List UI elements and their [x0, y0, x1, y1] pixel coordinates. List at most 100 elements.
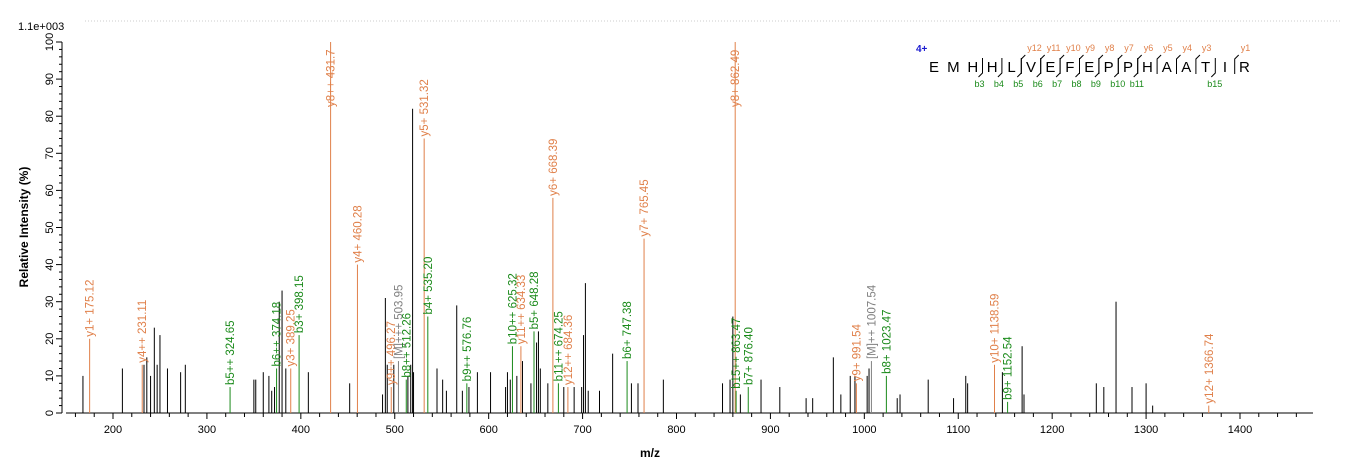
- peak-label: b7+ 876.40: [743, 327, 755, 385]
- x-tick-label: 900: [761, 424, 779, 436]
- residue: A: [1181, 59, 1191, 76]
- y-tick-label: 60: [44, 184, 56, 196]
- residue: E: [929, 59, 939, 76]
- max-intensity-label: 1.1e+003: [18, 21, 64, 33]
- y-tick-label: 30: [44, 296, 56, 308]
- residue: R: [1239, 59, 1250, 76]
- y-ion-bracket: [1176, 54, 1181, 74]
- residue: L: [1007, 59, 1015, 76]
- peak-label: b4+ 535.20: [423, 257, 435, 315]
- x-tick-label: 700: [573, 424, 591, 436]
- y-ion-label: y8: [1105, 43, 1115, 53]
- peak-label: b6++ 374.18: [272, 302, 284, 367]
- residue: A: [1162, 59, 1172, 76]
- y-tick-label: 10: [44, 370, 56, 382]
- y-ion-bracket: [1156, 54, 1162, 74]
- y-ion-label: y3: [1202, 43, 1212, 53]
- peak-label: b15++ 863.47: [731, 318, 743, 389]
- b-ion-label: b8: [1072, 79, 1082, 89]
- residue: E: [1045, 59, 1055, 76]
- peak-label: b10++ 625.32: [507, 273, 519, 344]
- peak-label: b8++ 512.26: [401, 313, 413, 378]
- peak-label: y12+ 1366.74: [1204, 333, 1216, 404]
- peak-label: y9+ 991.54: [851, 323, 863, 381]
- y-tick-label: 70: [44, 147, 56, 159]
- y-tick-label: 90: [44, 73, 56, 85]
- x-tick-label: 300: [198, 424, 216, 436]
- x-tick-label: 1200: [1040, 424, 1064, 436]
- b-ion-label: b9: [1091, 79, 1101, 89]
- y-ion-label: y11: [1047, 43, 1061, 53]
- y-ion-label: y5: [1163, 43, 1173, 53]
- residue: V: [1026, 59, 1036, 76]
- residue: P: [1123, 59, 1133, 76]
- peak-label: b6+ 747.38: [622, 301, 634, 359]
- peak-label: y7+ 765.45: [639, 179, 651, 236]
- b-ion-bracket: [1036, 58, 1042, 78]
- y-tick-label: 50: [44, 221, 56, 233]
- residue: H: [1142, 59, 1153, 76]
- charge-state: 4+: [916, 44, 928, 55]
- peak-label: y4++ 231.11: [137, 300, 149, 363]
- peak-label: b9++ 576.76: [462, 317, 474, 382]
- peak-label: y12++ 684.36: [563, 315, 575, 385]
- residue: F: [1065, 59, 1074, 76]
- x-tick-label: 200: [104, 424, 122, 436]
- x-tick-label: 400: [292, 424, 310, 436]
- peak-label: y9++ 496.27: [386, 321, 398, 385]
- b-ion-label: b11: [1130, 79, 1144, 89]
- b-ion-bracket: [978, 58, 983, 78]
- peak-label: y11++ 634.33: [516, 275, 528, 345]
- y-ion-label: y4: [1183, 43, 1193, 53]
- residue: I: [1223, 59, 1227, 76]
- y-ion-label: y1: [1241, 43, 1251, 53]
- peak-label: b8+ 1023.47: [881, 310, 893, 374]
- y-tick-label: 40: [44, 258, 56, 270]
- b-ion-bracket: [997, 58, 1003, 78]
- peak-label: b9+ 1152.54: [1003, 336, 1015, 400]
- peak-label: b5++ 324.65: [225, 320, 237, 385]
- y-tick-label: 20: [44, 333, 56, 345]
- peak-label: b3+ 398.15: [294, 275, 306, 333]
- b-ion-label: b10: [1110, 79, 1125, 89]
- y-ion-bracket: [1079, 54, 1084, 74]
- residue: H: [967, 59, 978, 76]
- y-ion-bracket: [1040, 54, 1046, 74]
- residue: H: [987, 59, 998, 76]
- x-tick-label: 800: [667, 424, 685, 436]
- b-ion-label: b3: [975, 79, 985, 89]
- b-ion-label: b15: [1207, 79, 1222, 89]
- x-tick-label: 1100: [946, 424, 970, 436]
- b-ion-bracket: [1094, 58, 1100, 78]
- peak-label: y1+ 175.12: [85, 280, 97, 337]
- x-tick-label: 1000: [852, 424, 876, 436]
- y-ion-label: y6: [1144, 43, 1154, 53]
- peak-label: y10+ 1138.59: [989, 294, 1001, 363]
- y-tick-label: 80: [44, 110, 56, 122]
- y-ion-bracket: [1098, 54, 1104, 74]
- residue: M: [947, 59, 960, 76]
- peak-label: b5+ 648.28: [529, 271, 541, 329]
- y-ion-bracket: [1195, 54, 1201, 74]
- y-tick-label: 100: [44, 33, 56, 51]
- peak-label: [M]+++ 503.95: [393, 285, 405, 360]
- residue: E: [1084, 59, 1094, 76]
- b-ion-bracket: [1210, 58, 1216, 78]
- x-tick-label: 1300: [1134, 424, 1158, 436]
- residue: P: [1104, 59, 1114, 76]
- b-ion-label: b6: [1033, 79, 1043, 89]
- x-tick-label: 600: [479, 424, 497, 436]
- peak-label: y8++ 431.7: [326, 49, 338, 107]
- b-ion-label: b7: [1052, 79, 1062, 89]
- y-ion-bracket: [1234, 54, 1240, 74]
- b-ion-bracket: [1055, 58, 1061, 78]
- peak-label: y4+ 460.28: [352, 205, 364, 262]
- x-tick-label: 500: [386, 424, 404, 436]
- x-tick-label: 1400: [1228, 424, 1252, 436]
- x-axis-label: m/z: [640, 446, 660, 460]
- peak-label: y6+ 668.39: [548, 139, 560, 196]
- y-ion-label: y10: [1066, 43, 1081, 53]
- y-ion-label: y7: [1124, 43, 1134, 53]
